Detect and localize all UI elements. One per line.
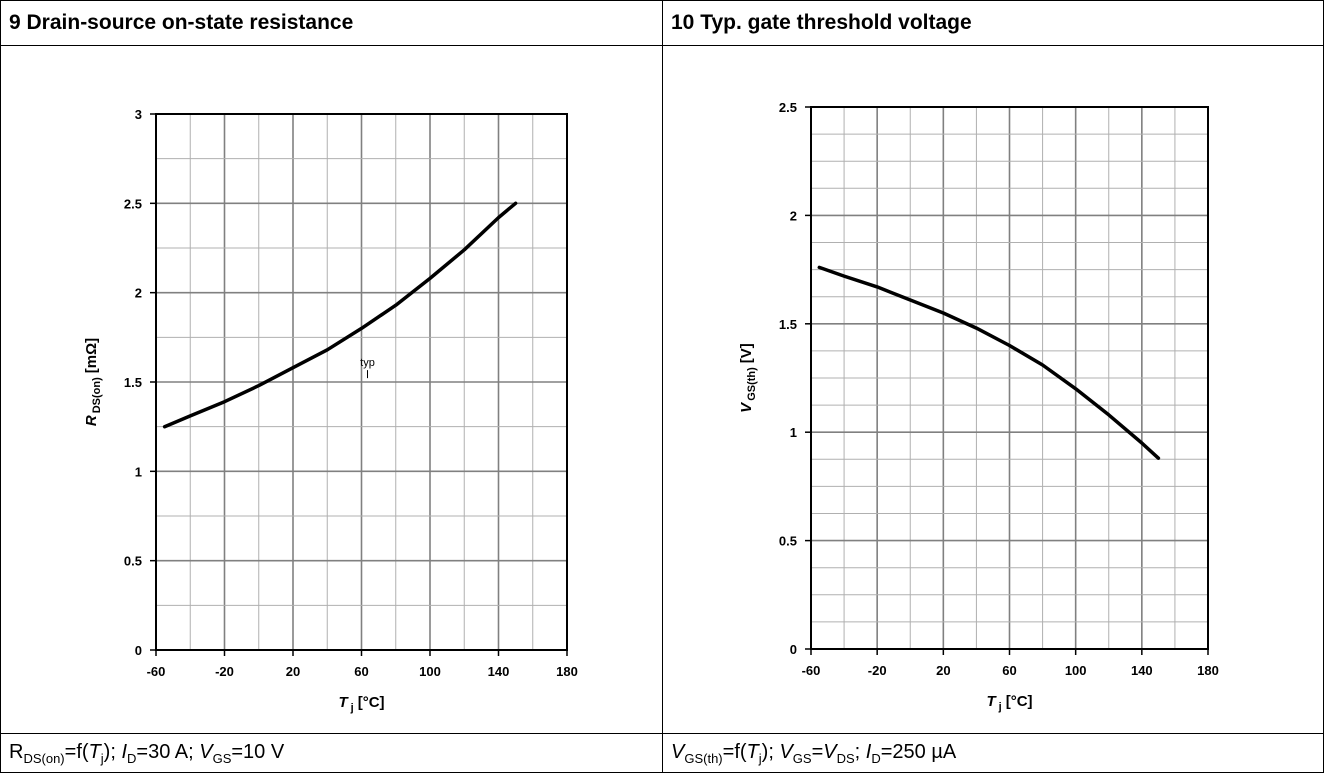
y-tick-label: 1.5 xyxy=(779,317,797,332)
y-axis-label: RDS(on)[mΩ] xyxy=(83,338,103,426)
x-tick-label: 20 xyxy=(936,663,950,678)
x-tick-label: 100 xyxy=(419,664,441,679)
y-tick-label: 0 xyxy=(135,643,142,658)
panel-10-header: 10 Typ. gate threshold voltage xyxy=(662,0,1324,46)
y-tick-label: 0.5 xyxy=(124,554,142,569)
panel-10-caption: VGS(th)=f(Tj); VGS=VDS; ID=250 µA xyxy=(671,741,957,766)
series-line xyxy=(162,201,518,429)
x-tick-label: -20 xyxy=(215,664,234,679)
x-tick-label: 100 xyxy=(1065,663,1087,678)
x-tick-label: 60 xyxy=(1002,663,1016,678)
y-tick-label: 2 xyxy=(135,286,142,301)
x-tick-label: 20 xyxy=(286,664,300,679)
chart-rdson: 0 0.5 1 1.5 2 2.5 3 -60 -20 20 60 100 140 180 T j [°C] RD… xyxy=(83,107,578,714)
y-tick-label: 1.5 xyxy=(124,375,142,390)
y-tick-label: 2 xyxy=(790,208,797,223)
panel-9-header: 9 Drain-source on-state resistance xyxy=(0,0,663,46)
y-tick-label: 0 xyxy=(790,642,797,657)
x-tick-label: -60 xyxy=(147,664,166,679)
chart-vgsth: 0 0.5 1 1.5 2 2.5 -60 -20 20 60 100 140 180 T j [°C] VGS… xyxy=(738,100,1219,713)
panel-10-title: 10 Typ. gate threshold voltage xyxy=(671,11,972,34)
panel-10-body xyxy=(662,45,1324,733)
x-tick-label: -60 xyxy=(802,663,821,678)
x-tick-label: 180 xyxy=(1197,663,1219,678)
y-tick-label: 1 xyxy=(790,425,797,440)
y-tick-label: 3 xyxy=(135,107,142,122)
y-tick-label: 1 xyxy=(135,464,142,479)
x-tick-label: 140 xyxy=(1131,663,1153,678)
x-tick-label: -20 xyxy=(868,663,887,678)
panel-9-caption: RDS(on)=f(Tj); ID=30 A; VGS=10 V xyxy=(9,741,285,766)
x-tick-label: 140 xyxy=(488,664,510,679)
panel-9-footer: RDS(on)=f(Tj); ID=30 A; VGS=10 V xyxy=(0,733,663,773)
annotation-typ: typ xyxy=(360,357,375,369)
grid xyxy=(810,106,1209,650)
y-tick-label: 2.5 xyxy=(779,100,797,115)
x-tick-label: 60 xyxy=(354,664,368,679)
y-axis-label: VGS(th)[V] xyxy=(738,343,758,413)
y-tick-label: 0.5 xyxy=(779,534,797,549)
grid xyxy=(155,113,568,651)
x-tick-label: 180 xyxy=(556,664,578,679)
y-tick-label: 2.5 xyxy=(124,196,142,211)
panel-10-footer: VGS(th)=f(Tj); VGS=VDS; ID=250 µA xyxy=(662,733,1324,773)
series-line xyxy=(817,265,1161,460)
panel-9-title: 9 Drain-source on-state resistance xyxy=(9,11,354,34)
